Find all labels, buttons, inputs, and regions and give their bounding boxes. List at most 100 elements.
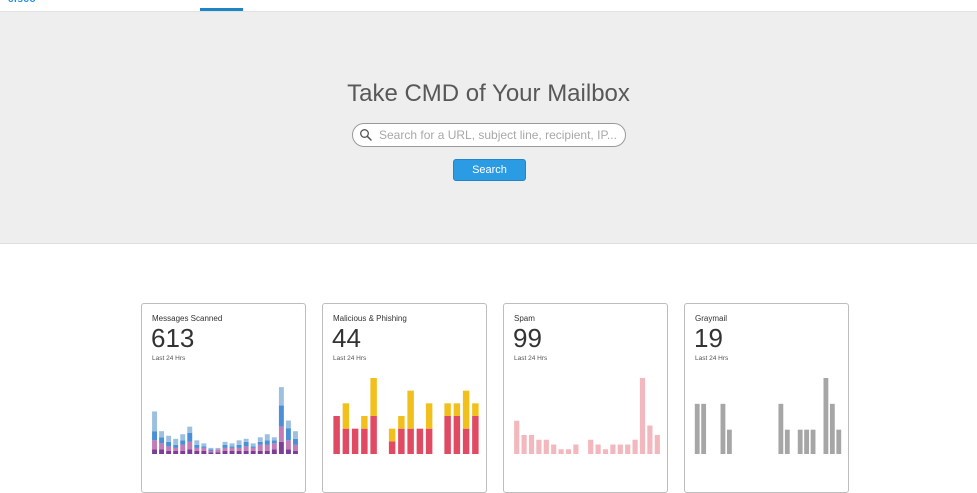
messages-scanned-card[interactable]: Messages Scanned 613 Last 24 Hrs xyxy=(141,303,306,493)
chart-bar-segment xyxy=(222,441,228,445)
chart-bar-segment xyxy=(257,441,263,445)
graymail-chart xyxy=(694,378,842,454)
chart-bar-segment xyxy=(453,416,461,454)
card-value: 19 xyxy=(694,323,723,353)
chart-bar-segment xyxy=(264,450,270,454)
chart-bar-segment xyxy=(152,440,157,450)
chart-bar-segment xyxy=(208,447,214,450)
chart-bar-segment xyxy=(215,449,221,453)
chart-bar-segment xyxy=(361,428,368,454)
chart-bar-segment xyxy=(159,431,165,438)
search-hero: Take CMD of Your Mailbox Search xyxy=(0,12,977,244)
card-value: 99 xyxy=(513,323,542,353)
chart-bar xyxy=(639,378,646,454)
search-input[interactable] xyxy=(379,126,619,144)
chart-bar-segment xyxy=(159,443,165,450)
chart-bar-segment xyxy=(236,447,242,451)
chart-bar-segment xyxy=(229,450,235,454)
chart-bar xyxy=(536,439,542,454)
chart-bar-segment xyxy=(285,428,291,441)
chart-bar-segment xyxy=(271,437,277,441)
chart-bar-segment xyxy=(222,447,228,451)
chart-bar xyxy=(804,429,810,454)
card-subtitle: Last 24 Hrs xyxy=(695,355,729,362)
chart-bar-segment xyxy=(351,428,359,454)
chart-bar xyxy=(543,439,549,454)
chart-bar-segment xyxy=(159,449,165,454)
chart-bar-segment xyxy=(180,434,186,441)
chart-bar-segment xyxy=(425,403,433,429)
chart-bar xyxy=(573,444,579,454)
card-title: Messages Scanned xyxy=(152,314,223,323)
chart-bar-segment xyxy=(257,444,263,451)
chart-bar-segment xyxy=(173,447,179,451)
search-box[interactable] xyxy=(352,123,626,147)
chart-bar xyxy=(617,444,623,454)
chart-bar xyxy=(784,429,790,454)
chart-bar-segment xyxy=(462,428,470,454)
chart-bar-segment xyxy=(250,443,256,447)
chart-bar xyxy=(558,449,564,454)
chart-bar xyxy=(797,429,803,454)
chart-bar-segment xyxy=(453,403,461,416)
chart-bar-segment xyxy=(333,416,340,454)
chart-bar-segment xyxy=(472,403,479,416)
chart-bar-segment xyxy=(201,443,207,447)
chart-bar xyxy=(836,429,842,454)
cisco-logo[interactable]: cisco xyxy=(8,0,36,5)
card-value: 44 xyxy=(332,323,361,353)
messages-scanned-chart xyxy=(152,387,298,454)
chart-bar-segment xyxy=(166,441,172,447)
malicious-phishing-card[interactable]: Malicious & Phishing 44 Last 24 Hrs xyxy=(322,303,487,493)
search-icon xyxy=(360,129,372,141)
chart-bar-segment xyxy=(152,449,157,454)
graymail-card[interactable]: Graymail 19 Last 24 Hrs xyxy=(684,303,849,493)
chart-bar-segment xyxy=(243,438,249,442)
chart-bar-segment xyxy=(173,438,179,445)
chart-bar xyxy=(829,403,835,454)
card-value: 613 xyxy=(151,323,195,353)
chart-bar-segment xyxy=(293,431,298,439)
chart-bar-segment xyxy=(278,441,284,454)
chart-bar-segment xyxy=(257,437,263,442)
chart-bar-segment xyxy=(215,452,221,454)
chart-bar-segment xyxy=(398,428,405,454)
chart-bar-segment xyxy=(444,403,451,416)
chart-bar xyxy=(701,403,707,454)
chart-bar-segment xyxy=(166,450,172,454)
chart-bar-segment xyxy=(187,449,193,454)
chart-bar-segment xyxy=(187,432,193,442)
chart-bar-segment xyxy=(416,428,424,454)
chart-bar-segment xyxy=(236,440,242,445)
top-navigation-bar: cisco xyxy=(0,0,977,12)
spam-card[interactable]: Spam 99 Last 24 Hrs xyxy=(503,303,668,493)
chart-bar xyxy=(694,403,700,454)
chart-bar-segment xyxy=(229,443,235,447)
chart-bar-segment xyxy=(285,440,291,450)
chart-bar-segment xyxy=(462,390,470,429)
chart-bar-segment xyxy=(250,446,256,448)
chart-bar-segment xyxy=(293,450,298,454)
chart-bar xyxy=(610,444,616,454)
chart-bar xyxy=(565,449,572,454)
chart-bar-segment xyxy=(180,440,186,445)
chart-bar-segment xyxy=(194,440,200,445)
card-subtitle: Last 24 Hrs xyxy=(333,355,367,362)
chart-bar-segment xyxy=(285,420,291,429)
chart-bar-segment xyxy=(250,447,256,451)
card-title: Graymail xyxy=(695,314,728,323)
search-button[interactable]: Search xyxy=(453,159,526,181)
chart-bar-segment xyxy=(159,437,165,444)
chart-bar-segment xyxy=(342,403,350,429)
chart-bar-segment xyxy=(187,426,193,433)
chart-bar-segment xyxy=(166,446,172,451)
chart-bar xyxy=(726,429,732,454)
chart-bar xyxy=(647,425,653,454)
chart-bar-segment xyxy=(388,428,396,442)
chart-bar-segment xyxy=(243,446,249,451)
card-subtitle: Last 24 Hrs xyxy=(514,355,548,362)
spam-chart xyxy=(514,378,660,454)
chart-bar-segment xyxy=(201,447,207,451)
chart-bar-segment xyxy=(236,444,242,448)
chart-bar-segment xyxy=(208,450,214,453)
